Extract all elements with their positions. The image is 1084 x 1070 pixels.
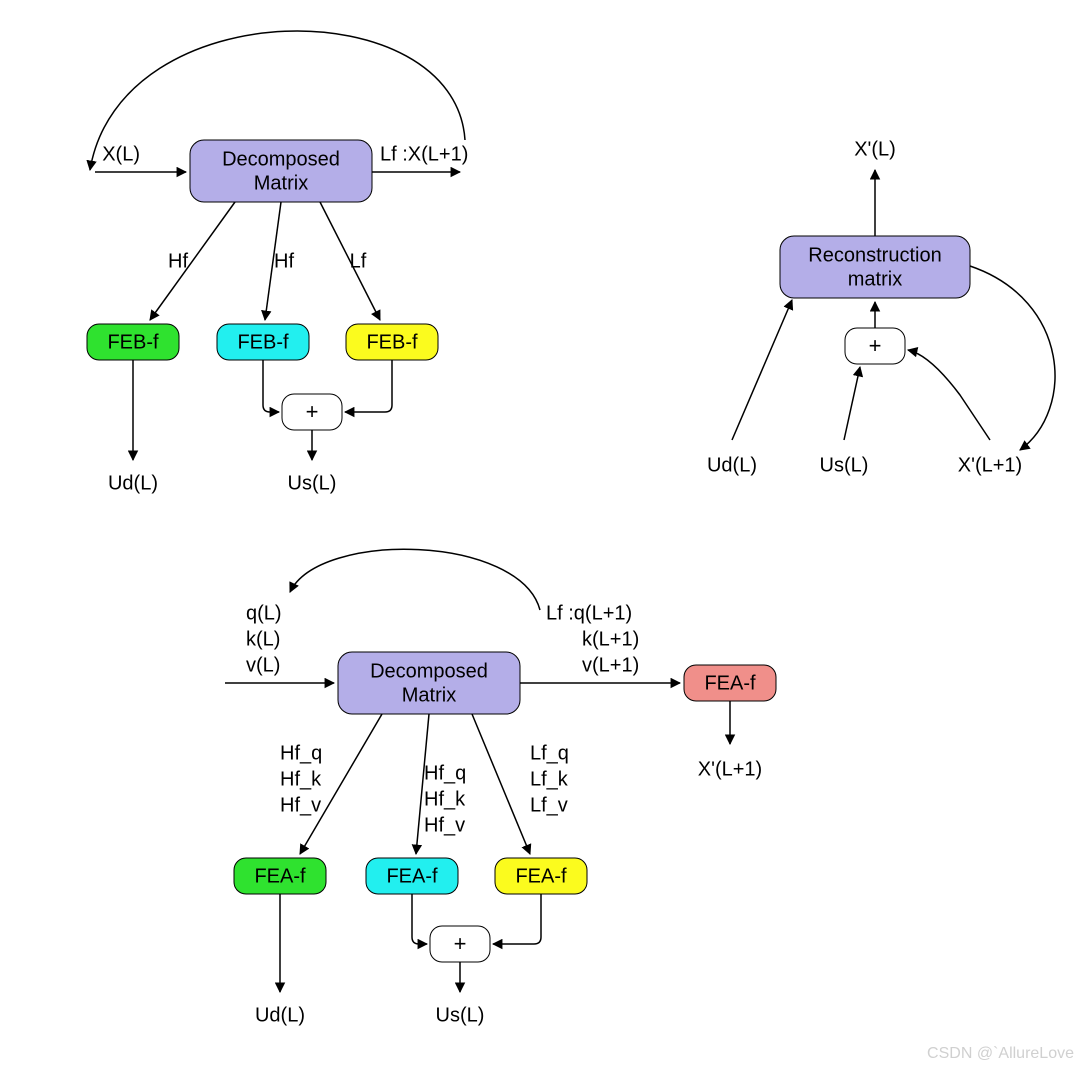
d3-edge-yellow-plus bbox=[493, 894, 541, 944]
d1-feb-yellow-label: FEB-f bbox=[366, 331, 418, 353]
d1-edge-hf1 bbox=[150, 202, 235, 320]
d3-el1b: Hf_k bbox=[280, 768, 322, 790]
d3-el2c: Hf_v bbox=[424, 814, 465, 836]
d1-edge-yellow-plus bbox=[345, 360, 392, 412]
d2-edge-ud bbox=[732, 300, 792, 440]
d1-feb-cyan-label: FEB-f bbox=[237, 331, 289, 353]
d3-label-out3: v(L+1) bbox=[582, 654, 639, 676]
d3-el3c: Lf_v bbox=[530, 794, 568, 816]
d3-decomposed-l1: Decomposed bbox=[370, 660, 488, 682]
d3-label-out1: Lf :q(L+1) bbox=[546, 602, 632, 624]
diagram-2: Reconstruction matrix X'(L) + Ud(L) Us(L… bbox=[707, 138, 1055, 476]
d1-label-lf-out: Lf :X(L+1) bbox=[380, 143, 468, 165]
d3-label-us: Us(L) bbox=[436, 1004, 485, 1026]
d2-label-us: Us(L) bbox=[820, 454, 869, 476]
diagram-canvas: Decomposed Matrix X(L) Lf :X(L+1) FEB-f … bbox=[0, 0, 1084, 1070]
d3-el2a: Hf_q bbox=[424, 762, 466, 784]
d3-label-xnext: X'(L+1) bbox=[698, 758, 762, 780]
d3-fea-yellow-label: FEA-f bbox=[515, 865, 567, 887]
d3-edge-cyan-plus bbox=[412, 894, 427, 944]
d3-decomposed-l2: Matrix bbox=[402, 684, 456, 706]
d2-plus-label: + bbox=[869, 333, 882, 358]
d1-label-us: Us(L) bbox=[288, 472, 337, 494]
d3-el3b: Lf_k bbox=[530, 768, 569, 790]
d3-fea-cyan-label: FEA-f bbox=[386, 865, 438, 887]
watermark: CSDN @`AllureLove bbox=[927, 1045, 1074, 1062]
d1-label-hf2: Hf bbox=[274, 250, 294, 272]
d3-el1c: Hf_v bbox=[280, 794, 321, 816]
d2-label-xnext: X'(L+1) bbox=[958, 454, 1022, 476]
d1-plus-label: + bbox=[306, 399, 319, 424]
d2-edge-us bbox=[844, 367, 860, 440]
d2-arc-feedback bbox=[970, 266, 1055, 450]
d3-fea-red-label: FEA-f bbox=[704, 672, 756, 694]
d3-fea-green-label: FEA-f bbox=[254, 865, 306, 887]
d1-label-lf: Lf bbox=[350, 250, 367, 272]
d1-feb-green-label: FEB-f bbox=[107, 331, 159, 353]
diagram-3: Decomposed Matrix q(L) k(L) v(L) Lf :q(L… bbox=[225, 549, 776, 1026]
d3-edge-e3 bbox=[472, 714, 530, 854]
d2-recon-l2: matrix bbox=[848, 268, 902, 290]
d3-label-in3: v(L) bbox=[246, 654, 280, 676]
d1-decomposed-l1: Decomposed bbox=[222, 148, 340, 170]
d1-decomposed-l2: Matrix bbox=[254, 172, 308, 194]
d3-plus-label: + bbox=[454, 931, 467, 956]
d2-edge-xnext bbox=[908, 350, 990, 440]
d2-recon-l1: Reconstruction bbox=[808, 244, 941, 266]
d3-el2b: Hf_k bbox=[424, 788, 466, 810]
d1-edge-cyan-plus bbox=[263, 360, 279, 412]
d1-label-ud: Ud(L) bbox=[108, 472, 158, 494]
d1-label-hf1: Hf bbox=[168, 250, 188, 272]
d2-label-ud: Ud(L) bbox=[707, 454, 757, 476]
d3-label-out2: k(L+1) bbox=[582, 628, 639, 650]
d1-label-xl: X(L) bbox=[102, 143, 140, 165]
d3-el1a: Hf_q bbox=[280, 742, 322, 764]
d3-label-in2: k(L) bbox=[246, 628, 280, 650]
d3-label-ud: Ud(L) bbox=[255, 1004, 305, 1026]
d3-label-in1: q(L) bbox=[246, 602, 282, 624]
d3-el3a: Lf_q bbox=[530, 742, 569, 764]
d3-arc-feedback bbox=[290, 549, 540, 610]
d2-label-top: X'(L) bbox=[854, 138, 896, 160]
diagram-1: Decomposed Matrix X(L) Lf :X(L+1) FEB-f … bbox=[87, 31, 468, 494]
